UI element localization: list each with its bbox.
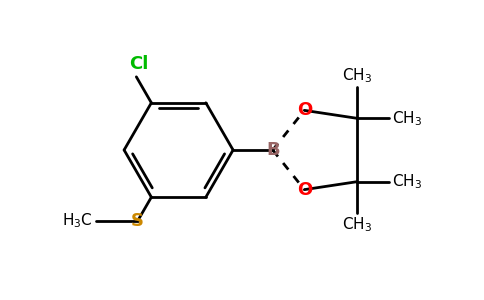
Text: O: O <box>297 181 312 199</box>
Text: H$_3$C: H$_3$C <box>62 212 93 230</box>
Text: CH$_3$: CH$_3$ <box>342 66 372 85</box>
Text: S: S <box>131 212 144 230</box>
Text: CH$_3$: CH$_3$ <box>342 215 372 234</box>
Text: CH$_3$: CH$_3$ <box>392 172 422 191</box>
Text: CH$_3$: CH$_3$ <box>392 109 422 128</box>
Text: O: O <box>297 101 312 119</box>
Text: Cl: Cl <box>129 55 148 73</box>
Text: B: B <box>266 141 280 159</box>
